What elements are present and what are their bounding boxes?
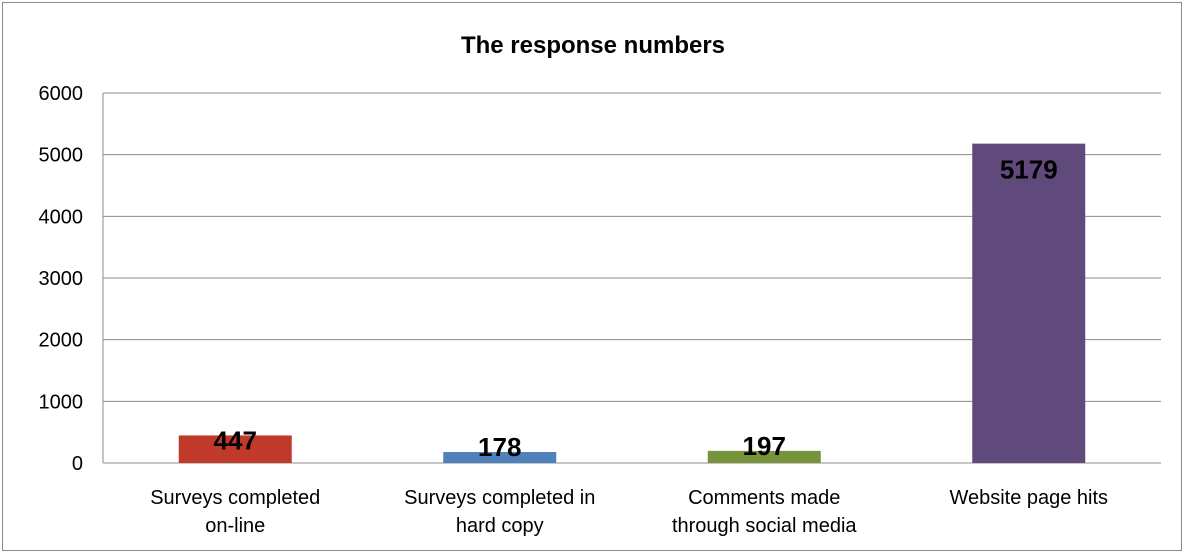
data-label: 447: [214, 425, 257, 455]
bar-chart: The response numbers 0 1000 2000 3000 4000 50…: [39, 32, 1161, 537]
category-label: Surveys completed in hard copy: [404, 487, 595, 537]
data-labels: 447 178 197 5179: [214, 155, 1058, 462]
category-label-line: on-line: [205, 515, 265, 537]
category-label: Surveys completed on-line: [150, 487, 320, 537]
category-label: Website page hits: [949, 487, 1108, 509]
data-label: 197: [743, 431, 786, 461]
category-label-line: Surveys completed: [150, 487, 320, 509]
category-label-line: Surveys completed in: [404, 487, 595, 509]
gridlines: [102, 92, 1161, 464]
data-label: 5179: [1000, 155, 1058, 185]
y-axis-ticks: 0 1000 2000 3000 4000 5000 6000: [39, 83, 84, 475]
y-tick-label: 3000: [39, 268, 84, 290]
bar: [972, 143, 1086, 463]
y-tick-label: 2000: [39, 330, 84, 352]
category-label: Comments made through social media: [672, 487, 857, 537]
category-label-line: hard copy: [456, 515, 544, 537]
y-tick-label: 1000: [39, 391, 84, 413]
category-label-line: through social media: [672, 515, 857, 537]
y-tick-label: 0: [72, 453, 83, 475]
category-label-line: Comments made: [688, 487, 840, 509]
bar: [178, 435, 292, 463]
y-tick-label: 6000: [39, 83, 84, 105]
bar: [443, 452, 557, 463]
data-label: 178: [478, 432, 521, 462]
y-tick-label: 5000: [39, 145, 84, 167]
bar: [707, 450, 821, 463]
y-tick-label: 4000: [39, 206, 84, 228]
bars: [178, 143, 1086, 463]
chart-title: The response numbers: [461, 32, 725, 59]
category-label-line: Website page hits: [949, 487, 1108, 509]
